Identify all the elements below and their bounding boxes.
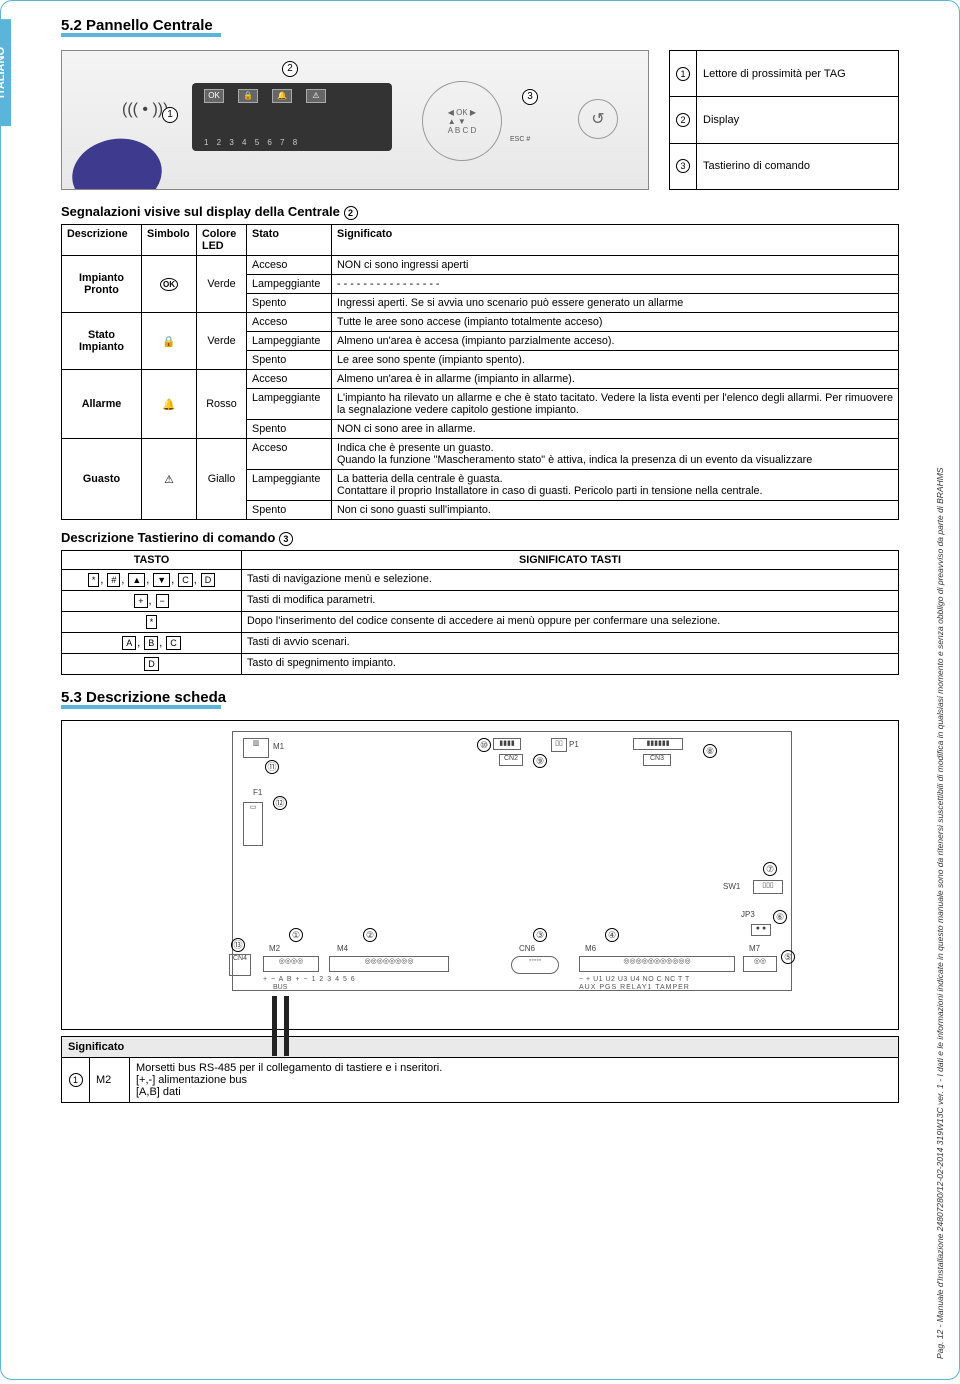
callout-2: 2: [282, 61, 298, 77]
esc-label: ESC #: [510, 136, 530, 143]
callout-3: 3: [522, 89, 538, 105]
callout-1: 1: [162, 107, 178, 123]
lock-icon: 🔒: [238, 89, 258, 103]
page-footer: Pag. 12 - Manuale d'Installazione 248072…: [935, 59, 945, 1359]
legend-2: Display: [697, 97, 899, 143]
terminal-meaning-table: Significato 1 M2 Morsetti bus RS-485 per…: [61, 1036, 899, 1103]
callout-legend: 1Lettore di prossimità per TAG 2Display …: [669, 50, 899, 190]
key-row-off: D: [62, 654, 242, 675]
ok-symbol: OK: [142, 256, 197, 313]
key-row-mod: +, −: [62, 591, 242, 612]
lock-symbol: 🔒: [142, 313, 197, 370]
language-tab: ITALIANO: [0, 19, 11, 126]
ok-icon: OK: [204, 89, 224, 103]
bell-symbol: 🔔: [142, 370, 197, 439]
legend-1: Lettore di prossimità per TAG: [697, 51, 899, 97]
signals-title: Segnalazioni visive sul display della Ce…: [61, 204, 899, 220]
return-key-icon: ↺: [578, 99, 618, 139]
panel-illustration: ((( • ))) OK 🔒 🔔 ⚠ 1 2 3 4 5 6 7 8 ◀ OK …: [61, 50, 649, 190]
m1-conn: ▥: [243, 738, 269, 758]
warn-icon: ⚠: [306, 89, 326, 103]
bell-icon: 🔔: [272, 89, 292, 103]
bus-wire-a-icon: [272, 996, 277, 1056]
key-row-nav: *, #, ▲, ▼, C, D: [62, 570, 242, 591]
manual-page: ITALIANO 5.2 Pannello Centrale ((( • )))…: [0, 0, 960, 1380]
lcd-display: OK 🔒 🔔 ⚠ 1 2 3 4 5 6 7 8: [192, 83, 392, 151]
section-5-3-title: 5.3 Descrizione scheda: [61, 689, 226, 706]
keypad-table: TASTO SIGNIFICATO TASTI *, #, ▲, ▼, C, D…: [61, 550, 899, 675]
signals-table: Descrizione Simbolo Colore LED Stato Sig…: [61, 224, 899, 520]
key-row-confirm: *: [62, 612, 242, 633]
bus-wire-b-icon: [284, 996, 289, 1056]
section-5-2-title: 5.2 Pannello Centrale: [61, 17, 213, 34]
warn-symbol: ⚠: [142, 439, 197, 520]
key-row-scenarios: A, B, C: [62, 633, 242, 654]
nav-keypad-icon: ◀ OK ▶▲ ▼A B C D: [422, 81, 502, 161]
zone-numbers: 1 2 3 4 5 6 7 8: [204, 138, 300, 147]
legend-3: Tastierino di comando: [697, 143, 899, 189]
board-illustration: ▥ M1 ⑪ ⑩ ▮▮▮▮ CN2 ⑨ ▯▯ P1 ▮▮▮▮▮▮ CN3 ⑧ F…: [61, 720, 899, 1030]
keypad-desc-title: Descrizione Tastierino di comando 3: [61, 530, 899, 546]
